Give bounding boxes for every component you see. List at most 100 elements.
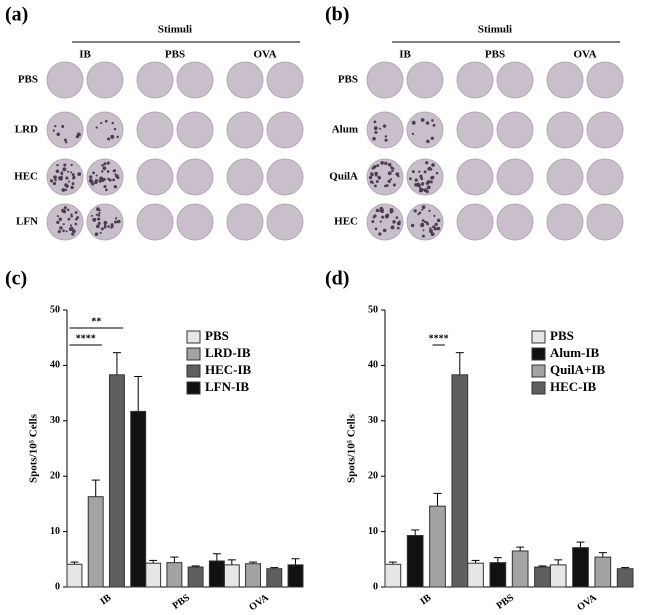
spot: [106, 170, 110, 173]
y-tick-label: 40: [368, 360, 378, 371]
spot: [65, 230, 68, 233]
well: [546, 203, 584, 241]
spot: [68, 227, 73, 232]
spot: [378, 232, 382, 236]
spot: [64, 183, 68, 187]
spot: [95, 126, 98, 129]
spot: [435, 171, 439, 175]
spot: [427, 167, 431, 171]
row-label: LRD: [15, 124, 38, 136]
spot: [382, 124, 387, 128]
spot: [408, 177, 412, 181]
spot: [56, 214, 59, 218]
spot: [396, 226, 400, 230]
row-label: LFN: [16, 216, 38, 228]
well: [266, 61, 304, 99]
well: [546, 61, 584, 99]
spot: [384, 161, 388, 166]
spot: [425, 181, 429, 185]
spot: [373, 126, 378, 131]
spot: [91, 182, 95, 186]
bar: [87, 496, 104, 588]
spot: [54, 124, 57, 128]
spot: [100, 227, 104, 231]
spot: [110, 226, 113, 229]
spot: [62, 223, 65, 226]
stimuli-header: Stimuli: [478, 24, 512, 36]
spot: [395, 172, 400, 176]
column-label: OVA: [573, 49, 596, 61]
bar: [511, 550, 529, 588]
spot: [113, 185, 118, 189]
bar: [266, 568, 283, 588]
bar: [187, 566, 204, 588]
spot: [77, 172, 82, 177]
spot: [398, 220, 401, 223]
spot: [52, 129, 55, 132]
panel-label: (b): [325, 4, 349, 26]
spot: [95, 174, 98, 177]
spot: [419, 174, 423, 179]
y-tick-label: 50: [50, 304, 60, 315]
spot: [411, 170, 415, 174]
y-tick-label: 30: [50, 415, 60, 426]
spot: [431, 119, 434, 122]
spot: [428, 209, 431, 213]
spot: [108, 178, 112, 182]
well: [46, 158, 84, 196]
spot: [425, 161, 429, 165]
spot: [380, 208, 384, 212]
spot: [61, 188, 66, 192]
well: [46, 203, 84, 241]
legend-swatch: [186, 364, 201, 378]
spot: [372, 136, 376, 141]
y-tick-label: 10: [50, 526, 60, 537]
well: [586, 158, 624, 196]
well: [366, 111, 404, 149]
spot: [107, 137, 111, 141]
spot: [373, 120, 377, 124]
spot: [420, 118, 425, 122]
spot: [375, 180, 379, 183]
spot: [66, 170, 70, 173]
legend-label: LRD-IB: [205, 345, 251, 360]
well: [226, 61, 264, 99]
y-axis-label: Spots/10⁵ Cells: [346, 413, 358, 483]
legend-swatch: [186, 347, 201, 361]
spot: [431, 175, 435, 179]
spot: [392, 167, 395, 170]
spot: [418, 211, 422, 215]
spot: [100, 121, 103, 125]
spot: [49, 179, 54, 183]
bar: [594, 556, 612, 588]
spot: [98, 179, 102, 183]
well: [496, 203, 534, 241]
spot: [429, 180, 433, 184]
x-tick-label: OVA: [247, 592, 271, 613]
spot: [107, 225, 110, 228]
spot: [395, 216, 399, 219]
spot: [103, 185, 107, 189]
well: [456, 203, 494, 241]
spot: [371, 220, 375, 224]
significance-label: ****: [76, 333, 96, 344]
spot: [71, 182, 75, 185]
spot: [101, 170, 104, 173]
spot: [421, 219, 425, 222]
spot: [421, 208, 424, 211]
bar: [166, 562, 183, 588]
panel-label: (d): [325, 268, 349, 290]
spot: [52, 181, 57, 186]
bar: [534, 566, 551, 588]
spot: [64, 141, 68, 144]
bar: [572, 547, 589, 588]
spot: [391, 169, 394, 172]
row-label: Alum: [332, 124, 358, 136]
y-tick-label: 10: [368, 526, 378, 537]
bar: [384, 563, 402, 588]
legend-label: PBS: [205, 328, 229, 343]
spot: [392, 220, 396, 224]
row-label: QuilA: [329, 171, 358, 183]
spot: [414, 182, 418, 187]
well: [226, 111, 264, 149]
